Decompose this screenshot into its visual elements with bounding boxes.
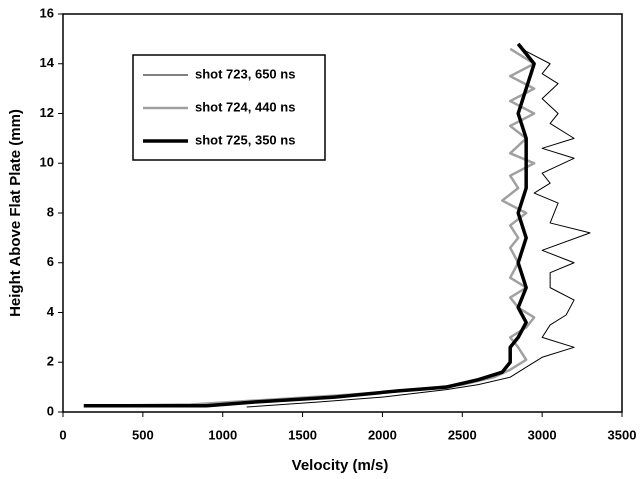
x-tick-label: 1000 <box>208 427 237 442</box>
y-tick-label: 12 <box>40 105 54 120</box>
x-tick-label: 0 <box>59 427 66 442</box>
y-tick-label: 4 <box>47 304 55 319</box>
y-tick-label: 2 <box>47 354 54 369</box>
y-tick-label: 6 <box>47 254 54 269</box>
legend-label: shot 723, 650 ns <box>195 66 295 81</box>
x-tick-label: 500 <box>132 427 154 442</box>
y-tick-label: 14 <box>40 55 55 70</box>
x-tick-label: 2500 <box>448 427 477 442</box>
x-tick-label: 3000 <box>528 427 557 442</box>
data-line <box>83 42 536 408</box>
x-tick-label: 1500 <box>288 427 317 442</box>
x-tick-label: 2000 <box>368 427 397 442</box>
y-tick-label: 16 <box>40 5 54 20</box>
data-line <box>246 43 591 408</box>
y-tick-label: 10 <box>40 155 54 170</box>
y-tick-label: 0 <box>47 403 54 418</box>
y-axis-label: Height Above Flat Plate (mm) <box>7 109 24 317</box>
x-tick-label: 3500 <box>608 427 637 442</box>
legend-label: shot 725, 350 ns <box>195 132 295 147</box>
y-tick-label: 8 <box>47 204 54 219</box>
legend-label: shot 724, 440 ns <box>195 99 295 114</box>
x-axis-label: Velocity (m/s) <box>292 457 389 474</box>
